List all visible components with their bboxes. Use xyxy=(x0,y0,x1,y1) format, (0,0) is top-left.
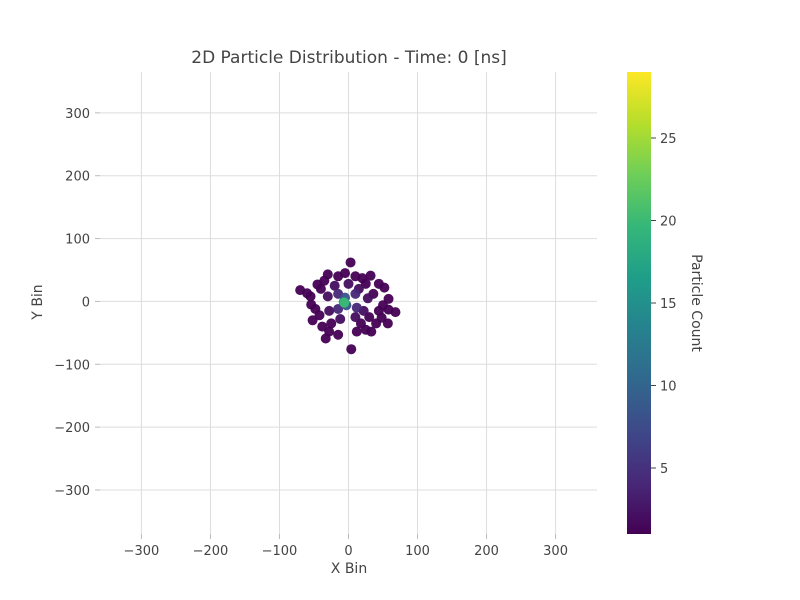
colorbar-tick-label: 15 xyxy=(660,297,677,312)
x-tick-label: 300 xyxy=(543,544,568,559)
x-tick-label: 200 xyxy=(474,544,499,559)
grid xyxy=(100,72,597,534)
particle-point xyxy=(351,302,362,313)
particle-point xyxy=(371,318,382,329)
particle-point xyxy=(350,271,361,282)
particle-point xyxy=(314,310,325,321)
x-tick-label: 0 xyxy=(344,544,352,559)
colorbar-tick-label: 20 xyxy=(660,215,677,230)
particle-point xyxy=(317,321,328,332)
y-tick-label: 0 xyxy=(82,295,90,310)
particle-point xyxy=(345,257,356,268)
y-tick-label: −100 xyxy=(54,358,90,373)
data-points xyxy=(295,257,401,355)
particle-point xyxy=(379,282,390,293)
y-tick-label: −200 xyxy=(54,421,90,436)
particle-point xyxy=(339,297,350,308)
particle-point xyxy=(324,305,335,316)
x-tick-label: −200 xyxy=(193,544,229,559)
particle-point xyxy=(362,293,373,304)
particle-point xyxy=(333,329,344,340)
particle-point xyxy=(326,318,337,329)
particle-point xyxy=(366,326,377,337)
colorbar-tick-label: 10 xyxy=(660,380,677,395)
particle-point xyxy=(351,326,362,337)
y-tick-label: −300 xyxy=(54,484,90,499)
chart-title: 2D Particle Distribution - Time: 0 [ns] xyxy=(191,48,507,68)
y-axis-title: Y Bin xyxy=(30,284,46,320)
particle-point xyxy=(307,315,318,326)
particle-point xyxy=(360,278,371,289)
x-tick-label: 100 xyxy=(405,544,430,559)
particle-point xyxy=(382,318,393,329)
y-tick-label: 100 xyxy=(65,233,90,248)
particle-point xyxy=(335,314,346,325)
colorbar-tick-label: 25 xyxy=(660,132,677,147)
colorbar xyxy=(627,72,651,534)
particle-point xyxy=(365,270,376,281)
particle-point xyxy=(346,344,357,355)
particle-point xyxy=(340,268,351,279)
colorbar-title: Particle Count xyxy=(688,254,704,352)
particle-point xyxy=(333,303,344,314)
x-tick-label: −100 xyxy=(262,544,298,559)
y-tick-labels: −300 −200 −100 0 100 200 300 xyxy=(54,107,100,499)
particle-point xyxy=(319,275,330,286)
x-axis-title: X Bin xyxy=(331,561,367,577)
particle-point xyxy=(305,291,316,302)
particle-point xyxy=(373,305,384,316)
y-tick-label: 200 xyxy=(65,170,90,185)
particle-point xyxy=(350,288,361,299)
particle-point xyxy=(350,312,361,323)
particle-point xyxy=(322,291,333,302)
particle-point xyxy=(343,278,354,289)
x-tick-labels: −300 −200 −100 0 100 200 300 xyxy=(124,534,568,559)
y-tick-label: 300 xyxy=(65,107,90,122)
x-tick-label: −300 xyxy=(124,544,160,559)
colorbar-tick-labels: 5 10 15 20 25 xyxy=(651,132,677,477)
colorbar-tick-label: 5 xyxy=(660,462,668,477)
particle-point xyxy=(315,283,326,294)
particle-point xyxy=(329,280,340,291)
particle-point xyxy=(324,326,335,337)
